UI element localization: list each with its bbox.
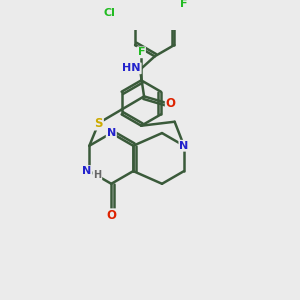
Text: N: N	[82, 166, 91, 176]
Text: F: F	[179, 0, 187, 9]
Text: N: N	[179, 141, 189, 151]
Text: F: F	[137, 47, 145, 57]
Text: O: O	[166, 97, 176, 110]
Text: HN: HN	[122, 63, 141, 73]
Text: H: H	[93, 170, 101, 180]
Text: Cl: Cl	[104, 8, 116, 18]
Text: N: N	[107, 128, 116, 138]
Text: O: O	[106, 209, 116, 222]
Text: S: S	[94, 117, 103, 130]
